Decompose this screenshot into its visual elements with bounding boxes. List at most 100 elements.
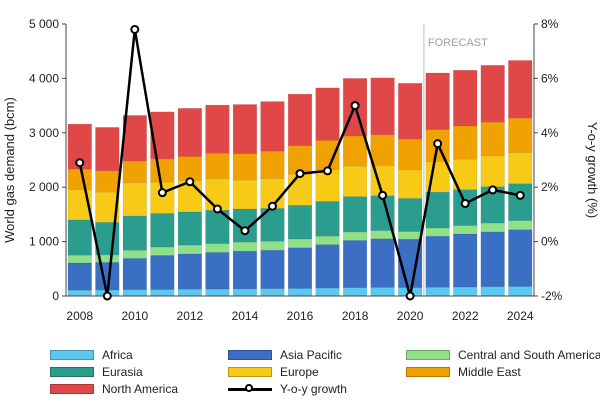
- bar-europe-2024: [508, 152, 533, 184]
- y2-tick-label: 4%: [541, 126, 559, 140]
- legend-swatch-europe: [228, 367, 272, 377]
- growth-point-2019: [378, 190, 388, 200]
- growth-point-2024: [515, 190, 525, 200]
- legend-item-north-america: North America: [50, 382, 178, 396]
- x-tick-label: 2008: [66, 309, 93, 323]
- legend-label: Europe: [280, 365, 319, 379]
- legend-swatch-africa: [50, 350, 94, 360]
- bar-africa-2008: [67, 290, 92, 297]
- x-tick-label: 2014: [232, 309, 259, 323]
- bar-europe-2023: [480, 155, 505, 187]
- bar-africa-2019: [370, 287, 395, 297]
- x-tick-label: 2024: [507, 309, 534, 323]
- bar-europe-2020: [398, 169, 423, 199]
- bar-middle-east-2013: [205, 153, 230, 180]
- legend-label: Africa: [102, 348, 133, 362]
- bar-eurasia-2024: [508, 183, 533, 221]
- bar-asia-pacific-2014: [232, 250, 258, 290]
- legend-label: Central and South America: [458, 348, 600, 362]
- y-tick-label: 5 000: [29, 17, 59, 31]
- bar-north-america-2019: [370, 77, 395, 136]
- x-tick-label: 2022: [452, 309, 479, 323]
- y2-tick-label: 6%: [541, 71, 559, 85]
- bar-north-america-2024: [508, 60, 533, 119]
- bar-europe-2016: [287, 174, 313, 206]
- bar-africa-2024: [508, 286, 533, 297]
- bar-eurasia-2018: [342, 196, 368, 233]
- growth-point-2022: [460, 199, 470, 209]
- bar-central-and-south-america-2011: [150, 246, 175, 256]
- bar-asia-pacific-2019: [370, 238, 395, 288]
- bar-eurasia-2016: [287, 205, 313, 240]
- bar-central-and-south-america-2022: [453, 225, 478, 235]
- bar-eurasia-2008: [67, 219, 92, 256]
- bar-asia-pacific-2012: [177, 253, 202, 290]
- bar-north-america-2010: [122, 115, 147, 162]
- legend-line-swatch: [228, 383, 272, 395]
- bar-asia-pacific-2015: [260, 249, 285, 290]
- y-tick-label: 2 000: [29, 180, 59, 194]
- bar-north-america-2015: [260, 101, 285, 152]
- growth-point-2021: [433, 139, 443, 149]
- bar-middle-east-2023: [480, 121, 505, 157]
- growth-point-2010: [130, 24, 140, 34]
- gas-demand-chart: 0 1 000 2 000 3 000 4 000 5 000 -2% 0% 2% 4% 6% 8% 2…: [2, 17, 600, 323]
- y2-tick-label: 2%: [541, 180, 559, 194]
- bar-asia-pacific-2013: [205, 252, 230, 290]
- legend-item-middle-east: Middle East: [406, 365, 521, 379]
- x-tick-label: 2018: [342, 309, 369, 323]
- bar-north-america-2021: [425, 72, 450, 130]
- bar-middle-east-2014: [232, 153, 258, 181]
- bar-central-and-south-america-2020: [398, 231, 423, 240]
- bar-central-and-south-america-2015: [260, 241, 285, 251]
- bar-asia-pacific-2018: [342, 240, 368, 288]
- growth-point-2017: [323, 166, 333, 176]
- bar-middle-east-2008: [67, 169, 92, 190]
- bar-north-america-2013: [205, 104, 230, 154]
- bar-africa-2015: [260, 288, 285, 297]
- bar-eurasia-2017: [315, 201, 340, 237]
- bar-middle-east-2009: [95, 170, 120, 193]
- legend-item-central-south-america: Central and South America: [406, 348, 600, 362]
- y-tick-label: 3 000: [29, 126, 59, 140]
- bar-north-america-2016: [287, 93, 313, 146]
- bar-africa-2023: [480, 286, 505, 297]
- bar-africa-2018: [342, 287, 368, 297]
- bar-middle-east-2020: [398, 138, 423, 170]
- bar-middle-east-2015: [260, 150, 285, 179]
- legend-item-asia-pacific: Asia Pacific: [228, 348, 342, 362]
- x-tick-label: 2010: [121, 309, 148, 323]
- bar-north-america-2012: [177, 108, 202, 157]
- bar-north-america-2011: [150, 111, 175, 160]
- legend-swatch-middle-east: [406, 367, 450, 377]
- growth-point-2020: [405, 291, 415, 301]
- y2-tick-label: 0%: [541, 235, 559, 249]
- x-tick-label: 2012: [177, 309, 204, 323]
- bar-asia-pacific-2010: [122, 258, 147, 290]
- bar-africa-2011: [150, 289, 175, 297]
- bar-central-and-south-america-2017: [315, 235, 340, 245]
- bar-europe-2014: [232, 179, 258, 210]
- y2-tick-label: -2%: [541, 289, 563, 303]
- x-tick-label: 2016: [287, 309, 314, 323]
- growth-point-2008: [75, 158, 85, 168]
- bar-north-america-2009: [95, 127, 120, 172]
- legend-label: Eurasia: [102, 365, 143, 379]
- growth-point-2011: [157, 188, 167, 198]
- legend-swatch-asia-pacific: [228, 350, 272, 360]
- bar-eurasia-2011: [150, 213, 175, 248]
- bar-europe-2018: [342, 165, 368, 197]
- bar-central-and-south-america-2023: [480, 222, 505, 233]
- bar-central-and-south-america-2021: [425, 227, 450, 237]
- bar-africa-2010: [122, 289, 147, 297]
- legend-label: Y-o-y growth: [280, 382, 347, 396]
- bar-north-america-2020: [398, 83, 423, 140]
- y2-axis-title: Y-o-y growth (%): [585, 122, 600, 218]
- growth-point-2016: [295, 169, 305, 179]
- bar-africa-2017: [315, 287, 340, 297]
- y-tick-label: 4 000: [29, 71, 59, 85]
- bar-central-and-south-america-2014: [232, 241, 258, 252]
- growth-point-2014: [240, 226, 250, 236]
- bar-middle-east-2012: [177, 156, 202, 181]
- bar-central-and-south-america-2019: [370, 230, 395, 239]
